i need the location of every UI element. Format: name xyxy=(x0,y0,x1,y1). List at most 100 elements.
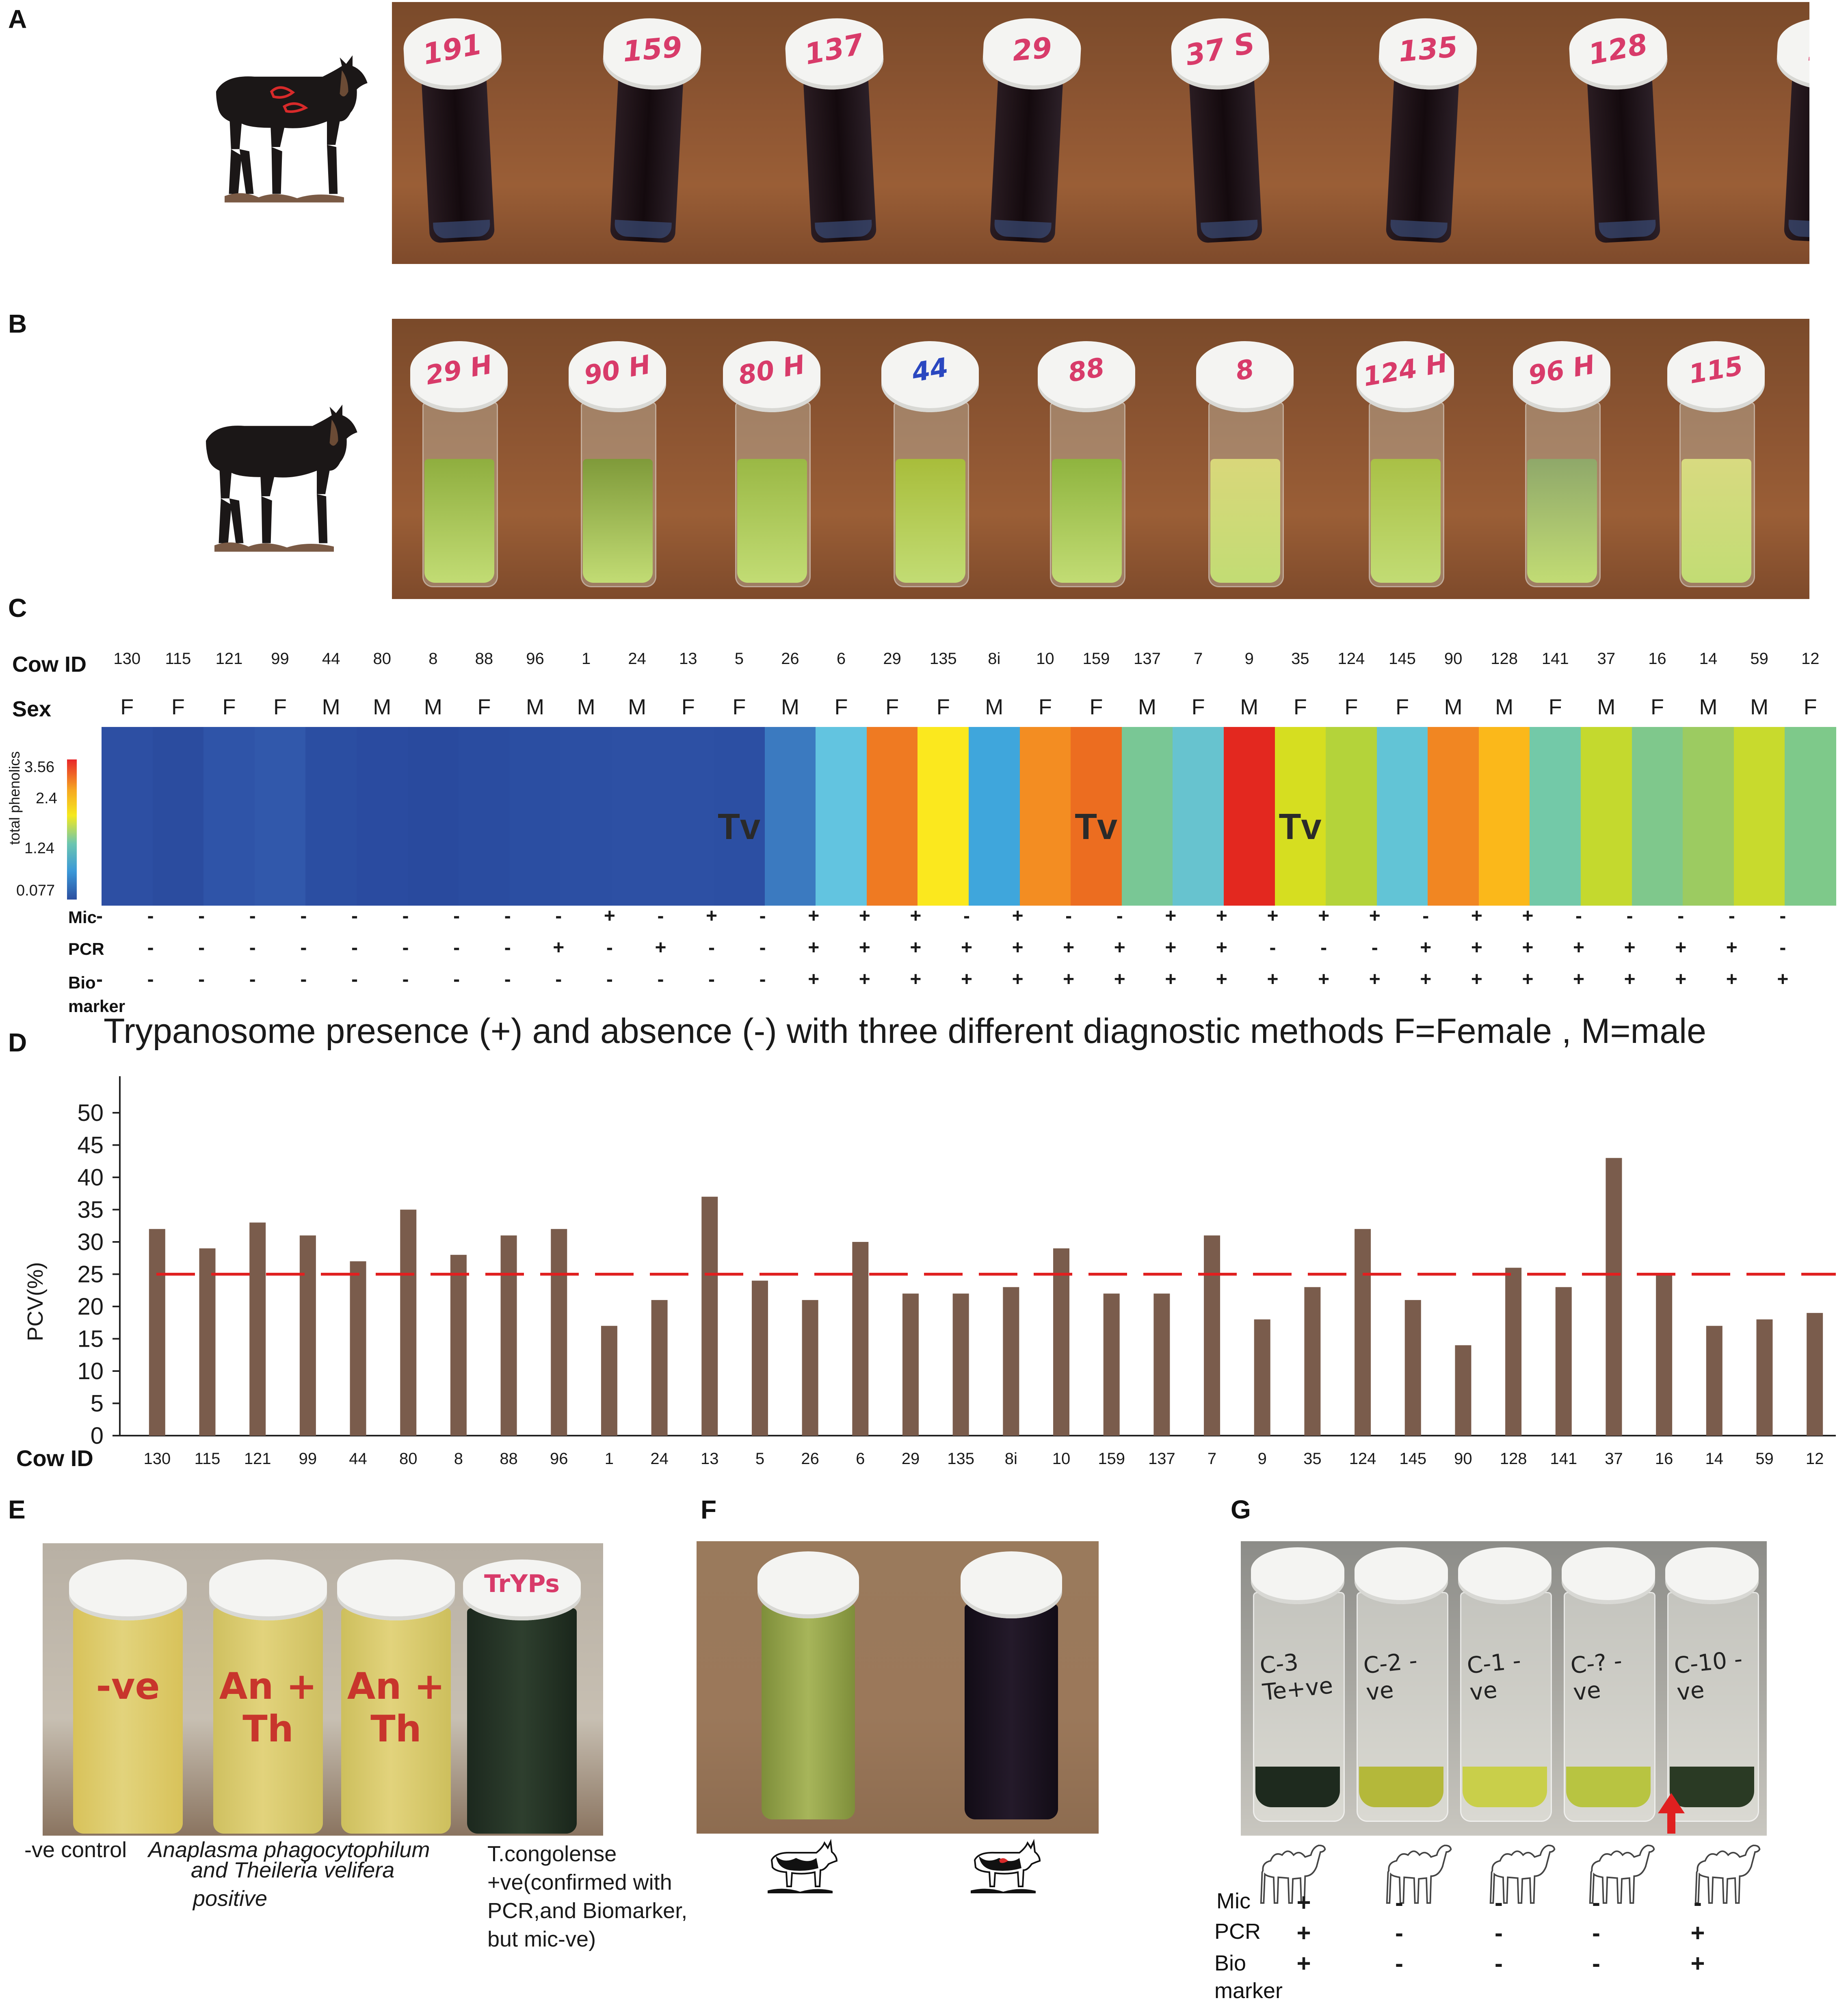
method-result: - xyxy=(759,905,766,927)
colorbar-tick: 2.4 xyxy=(36,790,57,807)
vial-liquid xyxy=(1052,459,1122,583)
vial-body xyxy=(213,1608,323,1834)
cow-id-label-item: 124 xyxy=(1337,650,1365,668)
method-result: + xyxy=(604,905,615,927)
method-result: - xyxy=(504,905,511,927)
method-result: - xyxy=(657,969,664,990)
sex-item: F xyxy=(1396,695,1409,719)
vial: 96 H xyxy=(1507,341,1616,593)
method-result: + xyxy=(1296,1919,1311,1947)
method-result: + xyxy=(1012,905,1024,927)
vial-liquid xyxy=(1463,1767,1547,1807)
vial-liquid xyxy=(1359,1767,1443,1807)
photo-panel-f xyxy=(697,1541,1099,1834)
vial-body xyxy=(1189,78,1263,243)
method-result: - xyxy=(1395,1889,1403,1916)
cow-id-label-item: 88 xyxy=(475,650,493,668)
x-tick-label: 90 xyxy=(1454,1450,1472,1468)
bar xyxy=(1756,1319,1773,1436)
vial-cap-label: 8 xyxy=(1233,354,1257,387)
heatmap-cell xyxy=(1071,727,1122,906)
vial: 137 xyxy=(776,15,902,257)
cow-id-label-item: 135 xyxy=(929,650,957,668)
heatmap-cell xyxy=(102,727,153,906)
method-result: + xyxy=(1114,937,1125,958)
bar xyxy=(1003,1287,1019,1436)
method-result: + xyxy=(1318,905,1330,927)
y-tick-label: 20 xyxy=(77,1293,104,1320)
heatmap-cell xyxy=(816,727,867,906)
method-result: - xyxy=(555,969,562,990)
x-tick-label: 121 xyxy=(244,1450,271,1468)
method-result: - xyxy=(300,969,307,990)
y-tick-label: 40 xyxy=(77,1164,104,1191)
vial: 80 H xyxy=(717,341,827,593)
method-result: - xyxy=(759,937,766,958)
cow-id-label-item: 14 xyxy=(1699,650,1718,668)
heatmap-cell xyxy=(203,727,255,906)
cow-id-label-item: 6 xyxy=(836,650,846,668)
y-axis-title: PCV(%) xyxy=(23,1262,48,1341)
cow-id-label-item: 35 xyxy=(1291,650,1309,668)
cow-id-label-item: 80 xyxy=(373,650,391,668)
sex-item: M xyxy=(781,695,799,719)
method-result: - xyxy=(1575,905,1582,927)
vial: 29 H xyxy=(404,341,514,593)
x-tick-label: 145 xyxy=(1399,1450,1426,1468)
sex-item: M xyxy=(1495,695,1514,719)
cow-id-label-item: 137 xyxy=(1134,650,1161,668)
cow-id-label-item: 59 xyxy=(1750,650,1768,668)
method-result: - xyxy=(351,969,358,990)
vial-liquid xyxy=(896,459,965,583)
vial-cap-label: 96 H xyxy=(1526,350,1597,391)
sex-item: F xyxy=(936,695,950,719)
x-tick-label: 26 xyxy=(801,1450,819,1468)
vial: C-2 -ve xyxy=(1352,1547,1450,1823)
cow-id-label-item: 29 xyxy=(883,650,901,668)
method-result: - xyxy=(1495,1919,1503,1947)
vial-cap: 96 H xyxy=(1513,341,1610,412)
method-result: + xyxy=(706,905,718,927)
method-result: - xyxy=(504,969,511,990)
method-result: - xyxy=(96,969,103,990)
vial: 128 xyxy=(1560,15,1686,257)
cow-icon xyxy=(199,53,370,207)
method-result: + xyxy=(859,937,870,958)
bar xyxy=(1204,1235,1220,1436)
vial: 88 xyxy=(1032,341,1141,593)
vial-cap: 29 xyxy=(981,16,1083,92)
method-result: - xyxy=(606,969,613,990)
heatmap-cell xyxy=(1376,727,1428,906)
tv-marker: Tv xyxy=(1075,807,1118,847)
vial-cap-label: 159 xyxy=(621,30,684,69)
method-result: - xyxy=(1626,905,1633,927)
method-result: - xyxy=(1395,1950,1403,1977)
method-result: - xyxy=(249,937,256,958)
x-tick-label: 14 xyxy=(1705,1450,1724,1468)
cow-id-label-item: 8 xyxy=(428,650,438,668)
x-tick-label: 130 xyxy=(143,1450,171,1468)
method-result: + xyxy=(1522,969,1534,990)
caption-negative-control: -ve control xyxy=(24,1838,127,1862)
vial-body xyxy=(421,78,495,243)
heatmap-cell xyxy=(254,727,306,906)
vial: 159 xyxy=(585,15,711,257)
method-result: - xyxy=(606,937,613,958)
x-tick-label: 29 xyxy=(902,1450,920,1468)
x-tick-label: 59 xyxy=(1755,1450,1774,1468)
sex-item: F xyxy=(222,695,236,719)
vial-body xyxy=(1587,78,1661,243)
method-result: - xyxy=(1592,1919,1600,1947)
vial: 124 H xyxy=(1350,341,1460,593)
method-result: + xyxy=(808,937,820,958)
method-result: + xyxy=(1624,937,1636,958)
bar xyxy=(400,1209,417,1436)
method-result: + xyxy=(1573,969,1585,990)
heatmap-cell xyxy=(1733,727,1785,906)
x-tick-label: 16 xyxy=(1655,1450,1673,1468)
vial-liquid xyxy=(1566,1767,1651,1807)
bar xyxy=(1606,1158,1622,1436)
x-tick-label: 141 xyxy=(1550,1450,1577,1468)
heatmap-cell xyxy=(356,727,408,906)
cow-id-label-item: 7 xyxy=(1194,650,1203,668)
